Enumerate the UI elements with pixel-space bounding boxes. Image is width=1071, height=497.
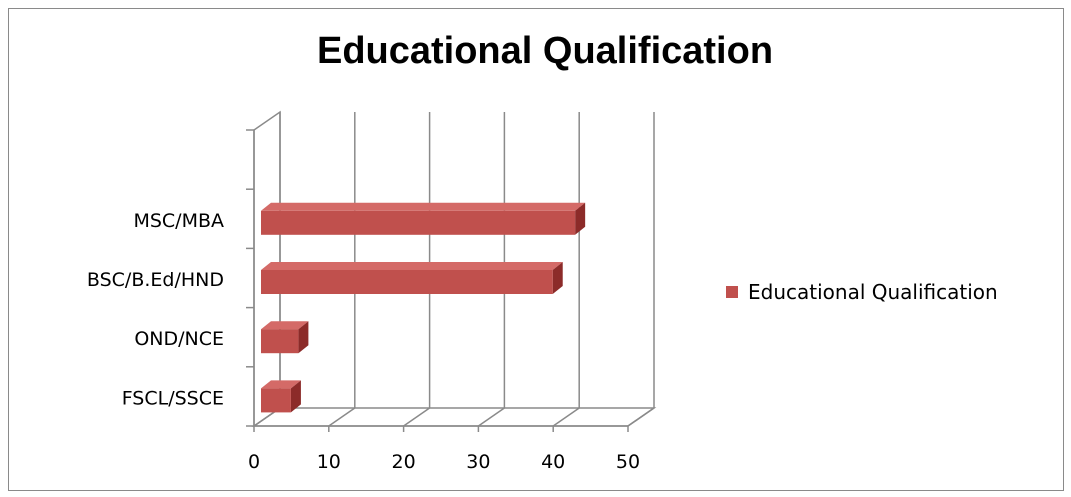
legend: Educational Qualification bbox=[726, 280, 998, 304]
legend-label: Educational Qualification bbox=[748, 280, 998, 304]
y-tick-label: MSC/MBA bbox=[133, 210, 224, 232]
x-tick-label: 10 bbox=[317, 451, 341, 473]
gridline-depth bbox=[477, 407, 505, 427]
bar bbox=[261, 210, 576, 235]
x-tick-label: 50 bbox=[616, 451, 640, 473]
gridline-depth bbox=[627, 407, 655, 427]
chart-title: Educational Qualification bbox=[316, 30, 774, 72]
x-tick-label: 40 bbox=[541, 451, 565, 473]
chart-floor bbox=[251, 407, 657, 427]
y-tick-label: OND/NCE bbox=[134, 328, 224, 350]
bar-side bbox=[290, 380, 301, 413]
y-tick-label: BSC/B.Ed/HND bbox=[87, 269, 224, 291]
bar-top bbox=[261, 202, 586, 211]
gridline-depth bbox=[328, 407, 356, 427]
bar-side bbox=[552, 262, 563, 294]
x-tick-label: 30 bbox=[466, 451, 490, 473]
bar bbox=[261, 388, 291, 413]
legend-swatch bbox=[726, 286, 738, 298]
bar-top bbox=[261, 262, 563, 270]
x-tick-label: 20 bbox=[392, 451, 416, 473]
bar bbox=[261, 270, 553, 294]
gridline-depth bbox=[403, 407, 431, 427]
gridline-depth bbox=[552, 407, 580, 427]
y-tick-label: FSCL/SSCE bbox=[122, 387, 224, 409]
bar-top bbox=[261, 321, 309, 330]
bar-side bbox=[298, 321, 309, 354]
bar-top bbox=[261, 380, 301, 389]
bar-side bbox=[575, 202, 586, 235]
bar bbox=[261, 329, 299, 354]
x-tick-label: 0 bbox=[248, 451, 260, 473]
